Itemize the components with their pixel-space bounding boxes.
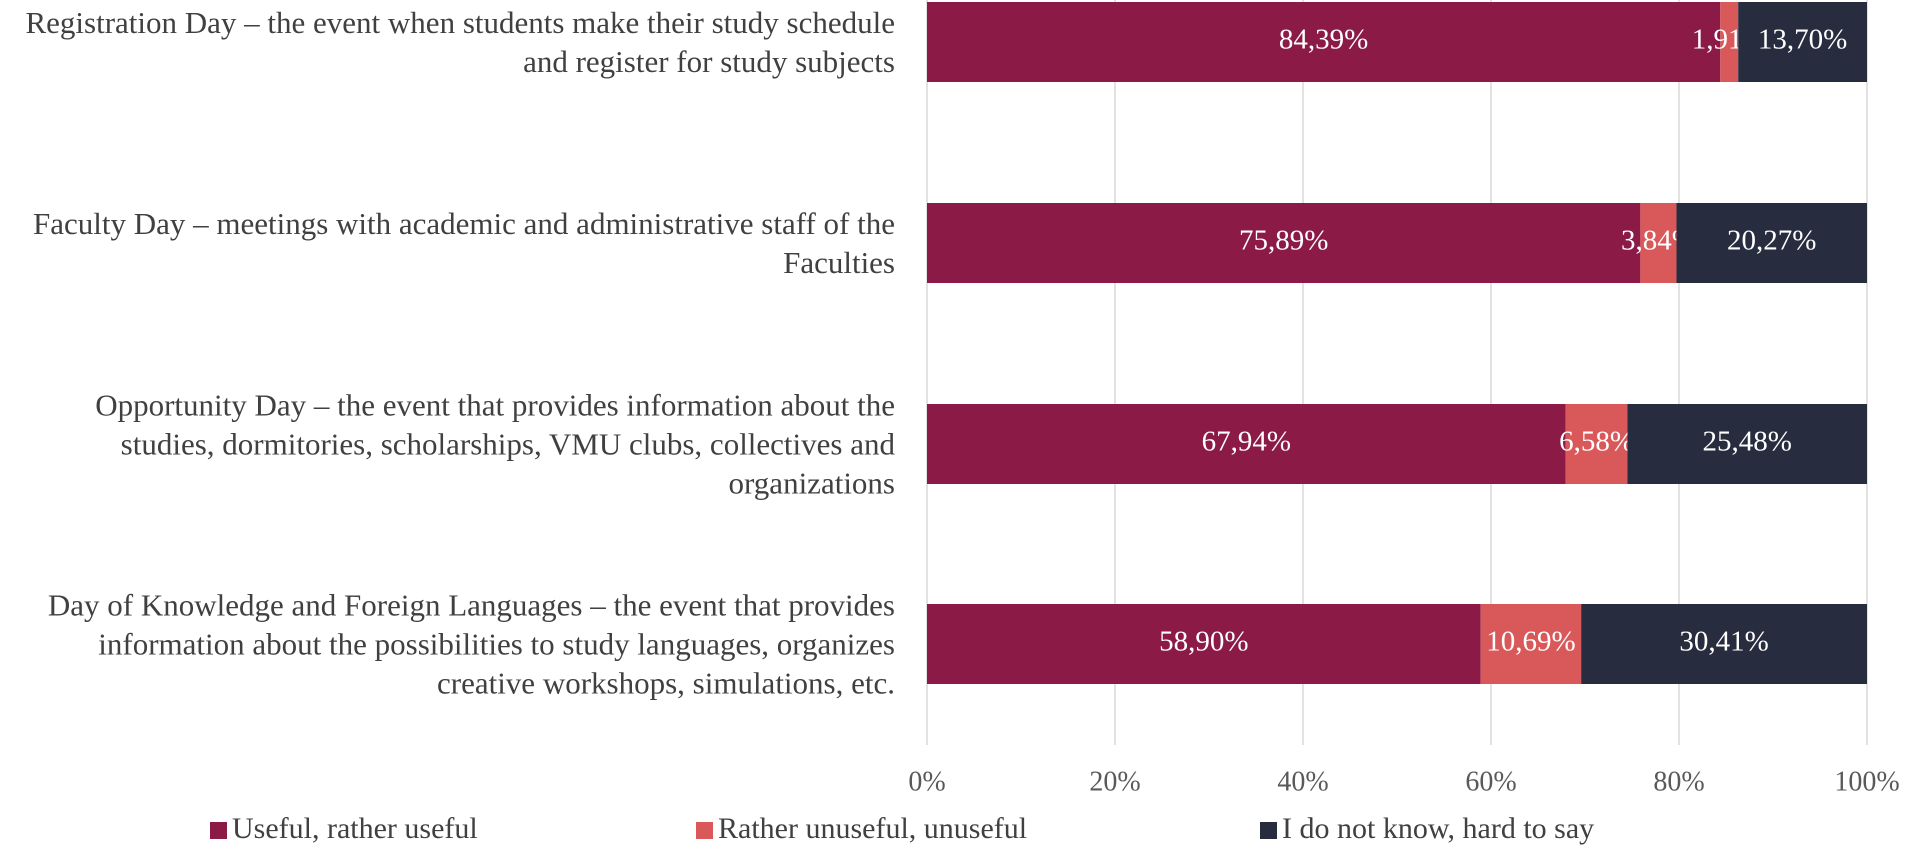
legend-swatch	[696, 822, 713, 839]
bar-segment	[1480, 604, 1582, 684]
x-tick-label: 60%	[1465, 766, 1516, 797]
bar-segment	[1627, 404, 1867, 484]
bar-segment	[1720, 2, 1739, 82]
category-label: Registration Day – the event when studen…	[25, 5, 895, 79]
bar-segment	[1565, 404, 1628, 484]
value-label: 67,94%	[1202, 426, 1291, 458]
x-tick-label: 0%	[908, 766, 945, 797]
value-label: 84,39%	[1279, 24, 1368, 56]
value-label: 75,89%	[1239, 225, 1328, 257]
bar-segment	[927, 404, 1566, 484]
value-label: 25,48%	[1703, 426, 1792, 458]
category-label: Day of Knowledge and Foreign Languages –…	[47, 587, 895, 701]
category-label: Opportunity Day – the event that provide…	[95, 387, 895, 501]
legend-label: Useful, rather useful	[232, 812, 478, 845]
category-label: Faculty Day – meetings with academic and…	[32, 206, 895, 280]
value-label: 10,69%	[1486, 626, 1575, 658]
value-label: 20,27%	[1727, 225, 1816, 257]
x-tick-label: 40%	[1277, 766, 1328, 797]
bar-segment	[927, 203, 1641, 283]
bar-segment	[1640, 203, 1677, 283]
x-tick-label: 100%	[1834, 766, 1899, 797]
legend-swatch	[1260, 822, 1277, 839]
bar-segment	[1738, 2, 1867, 82]
bar-segment	[1676, 203, 1867, 283]
value-label: 58,90%	[1159, 626, 1248, 658]
bar-segment	[1581, 604, 1867, 684]
x-tick-label: 20%	[1089, 766, 1140, 797]
legend-label: Rather unuseful, unuseful	[718, 812, 1027, 845]
value-label: 30,41%	[1679, 626, 1768, 658]
bar-segment	[927, 2, 1721, 82]
x-tick-label: 80%	[1653, 766, 1704, 797]
legend-swatch	[210, 822, 227, 839]
bar-segment	[927, 604, 1481, 684]
value-label: 13,70%	[1758, 24, 1847, 56]
value-label: 6,58%	[1559, 426, 1634, 458]
legend-label: I do not know, hard to say	[1282, 812, 1594, 845]
